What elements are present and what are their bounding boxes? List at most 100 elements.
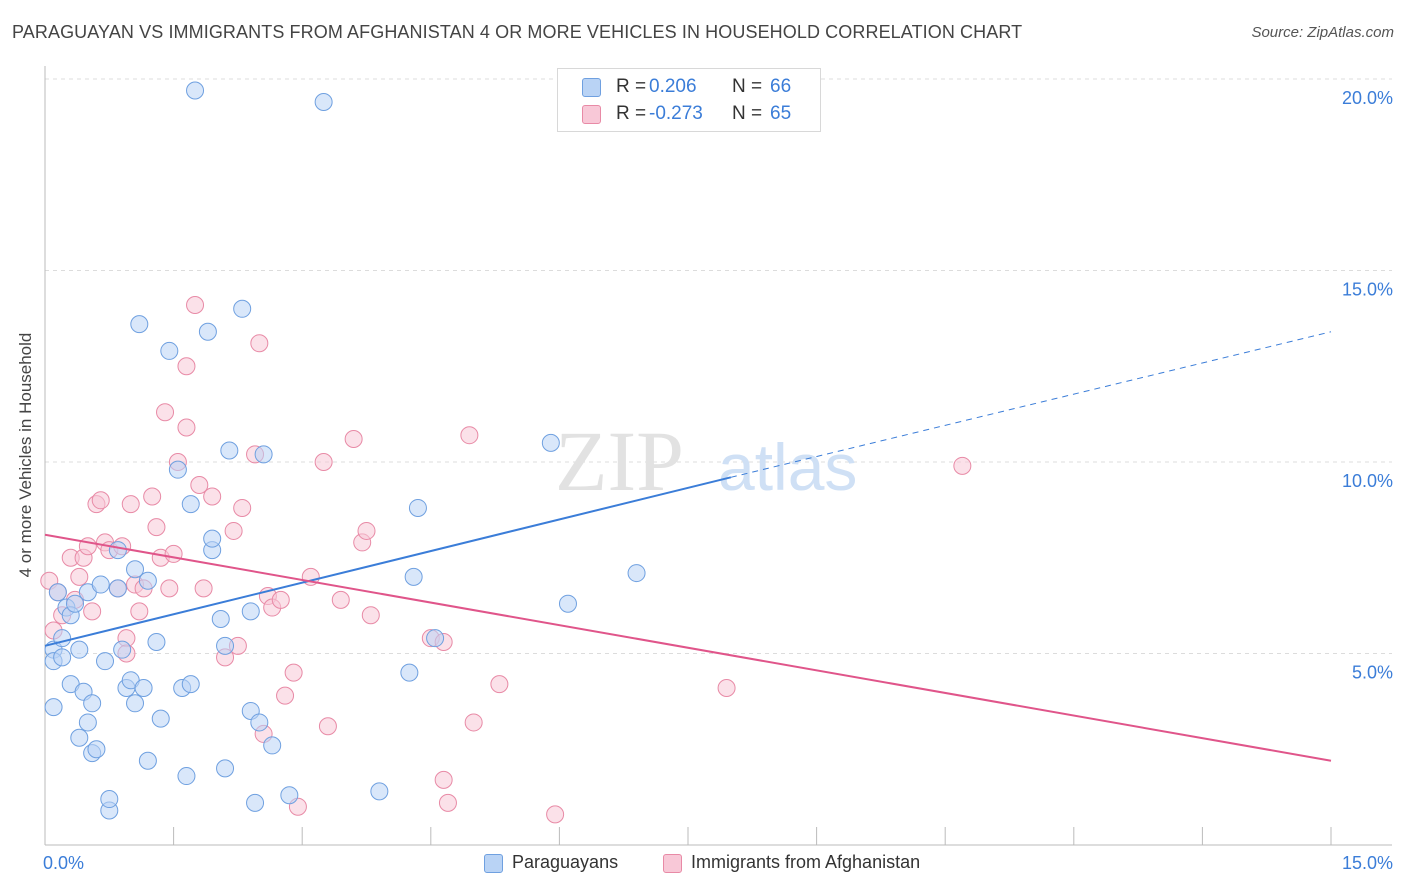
data-point-paraguayans — [108, 541, 127, 560]
tick-labels: 5.0% 10.0% 15.0% 20.0% 0.0% 15.0% — [43, 88, 1393, 873]
series-immigrants-from-afghanistan — [40, 295, 972, 824]
data-point-paraguayans — [151, 709, 170, 728]
data-point-afghanistan — [91, 491, 110, 510]
data-point-paraguayans — [404, 567, 423, 586]
legend-r-value: 0.206 — [649, 76, 697, 97]
data-point-paraguayans — [203, 529, 222, 548]
trend-line-paraguayans-extension — [730, 331, 1332, 478]
bottom-legend-label: Paraguayans — [512, 852, 619, 872]
source-label: Source: ZipAtlas.com — [1251, 24, 1394, 41]
data-point-paraguayans — [53, 629, 72, 648]
data-point-afghanistan — [177, 357, 196, 376]
data-point-afghanistan — [717, 678, 736, 697]
data-point-afghanistan — [147, 518, 166, 537]
data-point-afghanistan — [546, 805, 565, 824]
legend-n-label: N = — [732, 76, 763, 97]
trend-line-paraguayans — [44, 476, 732, 647]
data-point-afghanistan — [186, 295, 205, 314]
y-tick-label: 15.0% — [1342, 280, 1393, 300]
data-point-afghanistan — [490, 675, 509, 694]
data-point-paraguayans — [66, 594, 85, 613]
axes — [44, 66, 1392, 846]
bottom-legend-label: Immigrants from Afghanistan — [691, 852, 921, 872]
data-point-afghanistan — [361, 606, 380, 625]
data-point-afghanistan — [318, 717, 337, 736]
chart-title: PARAGUAYAN VS IMMIGRANTS FROM AFGHANISTA… — [12, 22, 1023, 42]
data-point-paraguayans — [263, 736, 282, 755]
data-point-afghanistan — [250, 334, 269, 353]
data-point-afghanistan — [331, 590, 350, 609]
data-point-afghanistan — [953, 456, 972, 475]
data-point-afghanistan — [233, 498, 252, 517]
data-point-afghanistan — [434, 770, 453, 789]
data-point-paraguayans — [216, 636, 235, 655]
data-point-afghanistan — [460, 426, 479, 445]
data-point-paraguayans — [83, 694, 102, 713]
data-point-paraguayans — [87, 740, 106, 759]
data-point-paraguayans — [168, 460, 187, 479]
data-point-afghanistan — [284, 663, 303, 682]
data-point-paraguayans — [138, 571, 157, 590]
data-point-paraguayans — [96, 652, 115, 671]
trend-line-afghanistan — [44, 533, 1332, 762]
data-point-paraguayans — [126, 694, 145, 713]
data-point-paraguayans — [400, 663, 419, 682]
gridlines — [45, 78, 1392, 654]
data-point-paraguayans — [181, 495, 200, 514]
data-point-paraguayans — [250, 713, 269, 732]
series-paraguayans — [44, 81, 646, 820]
data-point-paraguayans — [100, 790, 119, 809]
data-point-paraguayans — [426, 629, 445, 648]
data-point-paraguayans — [138, 751, 157, 770]
data-point-paraguayans — [91, 575, 110, 594]
data-point-paraguayans — [254, 445, 273, 464]
data-point-paraguayans — [198, 322, 217, 341]
data-point-afghanistan — [156, 403, 175, 422]
data-point-afghanistan — [224, 521, 243, 540]
data-point-paraguayans — [220, 441, 239, 460]
data-point-afghanistan — [83, 602, 102, 621]
data-point-paraguayans — [177, 767, 196, 786]
data-point-paraguayans — [541, 433, 560, 452]
y-tick-label: 20.0% — [1342, 88, 1393, 108]
watermark-zip: ZIP — [555, 413, 684, 509]
data-point-paraguayans — [108, 579, 127, 598]
data-point-afghanistan — [344, 430, 363, 449]
data-point-paraguayans — [70, 728, 89, 747]
data-point-paraguayans — [126, 560, 145, 579]
data-point-paraguayans — [627, 564, 646, 583]
data-point-paraguayans — [241, 602, 260, 621]
data-point-paraguayans — [181, 675, 200, 694]
data-point-afghanistan — [438, 793, 457, 812]
data-point-afghanistan — [160, 579, 179, 598]
legend-swatch-blue — [582, 78, 601, 97]
data-point-paraguayans — [186, 81, 205, 100]
legend-swatch-pink — [582, 105, 601, 124]
watermark-atlas: atlas — [718, 430, 857, 504]
data-point-paraguayans — [246, 793, 265, 812]
legend-r-label: R = — [616, 103, 647, 124]
bottom-legend-swatch-pink — [663, 854, 682, 873]
data-point-paraguayans — [408, 498, 427, 517]
data-point-afghanistan — [70, 567, 89, 586]
data-point-paraguayans — [44, 698, 63, 717]
x-tick-label: 0.0% — [43, 853, 84, 873]
data-point-paraguayans — [134, 678, 153, 697]
y-tick-label: 10.0% — [1342, 471, 1393, 491]
data-point-paraguayans — [211, 610, 230, 629]
data-point-afghanistan — [164, 544, 183, 563]
data-point-paraguayans — [280, 786, 299, 805]
data-point-paraguayans — [216, 759, 235, 778]
data-point-paraguayans — [53, 648, 72, 667]
data-point-paraguayans — [70, 640, 89, 659]
data-point-paraguayans — [130, 315, 149, 334]
legend-r-value: -0.273 — [649, 103, 703, 124]
x-tick-label: 15.0% — [1342, 853, 1393, 873]
legend-r-label: R = — [616, 76, 647, 97]
legend-n-value: 66 — [770, 76, 792, 97]
data-point-afghanistan — [203, 487, 222, 506]
data-point-afghanistan — [357, 521, 376, 540]
y-axis-title: 4 or more Vehicles in Household — [16, 332, 35, 578]
data-point-paraguayans — [160, 341, 179, 360]
